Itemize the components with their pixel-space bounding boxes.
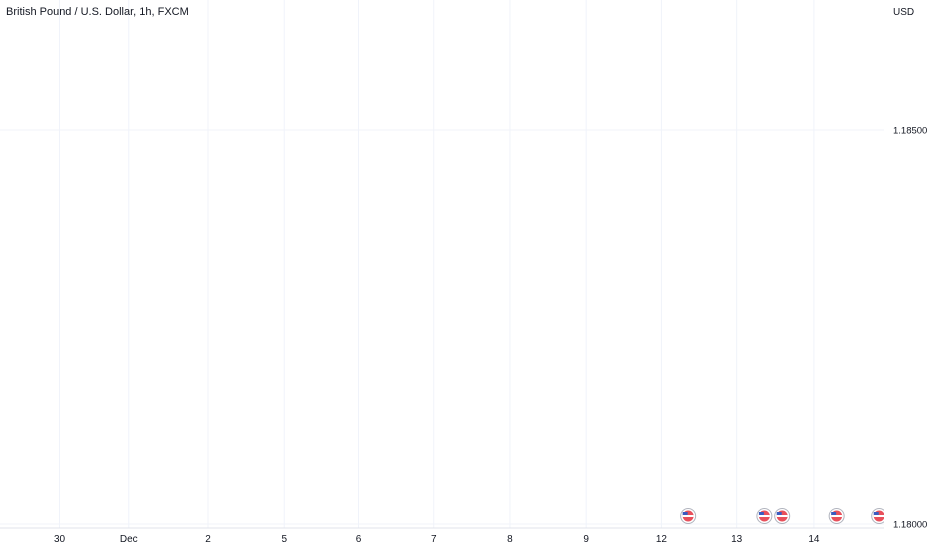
- economic-event-icon[interactable]: [756, 508, 773, 524]
- economic-event-icon[interactable]: [828, 508, 845, 524]
- economic-event-icon[interactable]: [871, 508, 888, 524]
- price-tick-label: 1.18000: [893, 520, 927, 531]
- time-tick-label: 5: [281, 534, 287, 545]
- time-tick-label: 30: [54, 534, 66, 545]
- economic-event-icon[interactable]: [774, 508, 791, 524]
- time-tick-label: 8: [507, 534, 513, 545]
- time-tick-label: 9: [583, 534, 589, 545]
- time-tick-label: 2: [205, 534, 211, 545]
- time-tick-label: 7: [431, 534, 437, 545]
- price-axis-background: [884, 0, 932, 550]
- time-tick-label: 12: [656, 534, 668, 545]
- chart-title: British Pound / U.S. Dollar, 1h, FXCM: [6, 6, 189, 18]
- currency-label: USD: [893, 7, 914, 18]
- time-tick-label: Dec: [120, 534, 138, 545]
- time-tick-label: 6: [356, 534, 362, 545]
- time-tick-label: 14: [808, 534, 820, 545]
- price-tick-label: 1.18500: [893, 126, 927, 137]
- time-axis-background: [0, 528, 884, 550]
- economic-event-icon[interactable]: [680, 508, 697, 524]
- time-tick-label: 13: [731, 534, 743, 545]
